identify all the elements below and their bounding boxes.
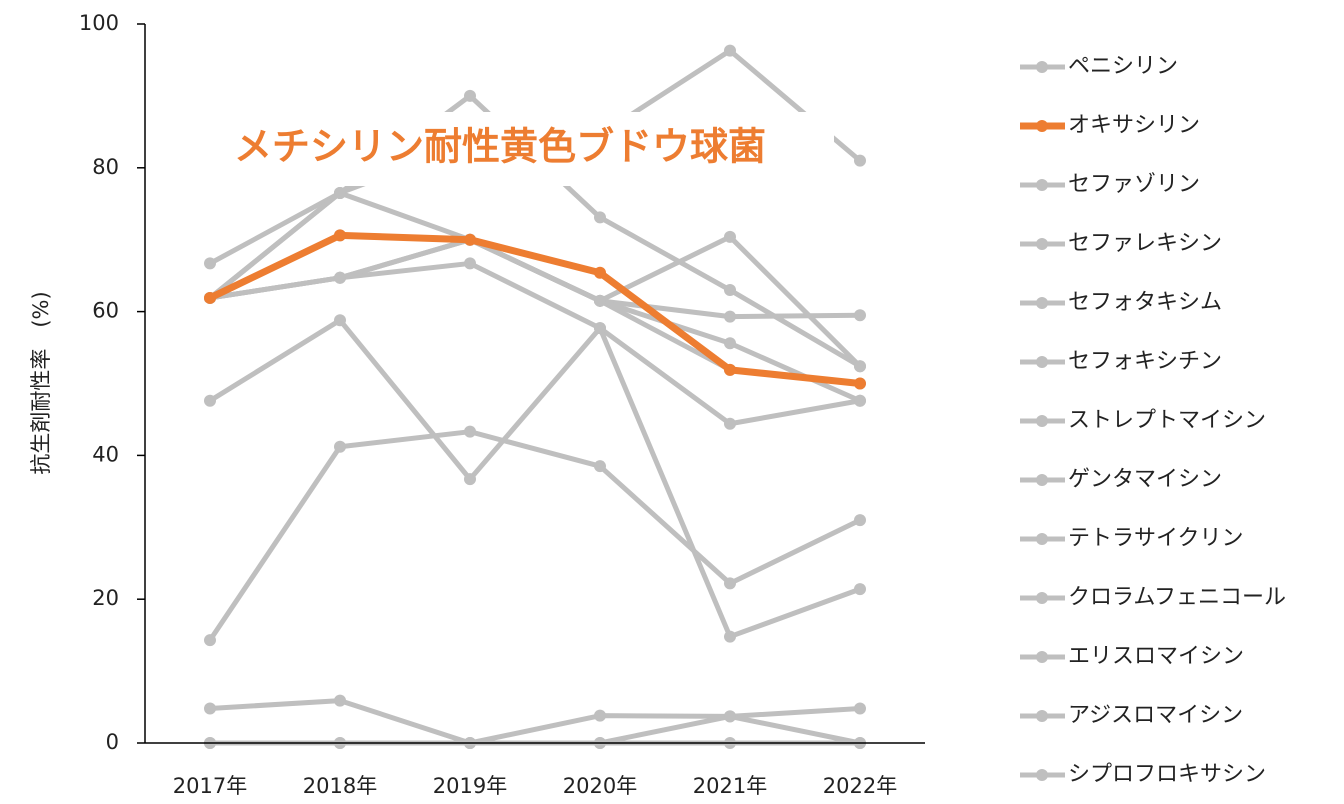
legend-marker — [1036, 415, 1048, 427]
data-point — [724, 710, 736, 723]
data-point — [854, 377, 866, 390]
data-point — [594, 266, 606, 279]
series-line — [209, 234, 862, 369]
title-box — [198, 112, 834, 186]
legend-marker — [1036, 120, 1048, 132]
x-tick-label: 2020年 — [563, 774, 637, 798]
x-tick-label: 2022年 — [823, 774, 897, 798]
data-point — [334, 229, 346, 242]
legend-label: エリスロマイシン — [1068, 644, 1244, 669]
y-tick-label: 60 — [92, 299, 119, 323]
data-point — [464, 257, 476, 270]
x-tick-label: 2021年 — [693, 774, 767, 798]
series-line — [207, 429, 862, 642]
data-point — [594, 294, 606, 307]
data-point — [204, 394, 216, 407]
legend-label: ストレプトマイシン — [1068, 408, 1266, 433]
data-point — [724, 230, 736, 243]
series-line — [209, 260, 861, 427]
data-point — [334, 694, 346, 707]
data-point — [204, 291, 216, 304]
data-point — [724, 284, 736, 297]
legend-marker — [1036, 533, 1048, 545]
legend-marker — [1036, 651, 1048, 663]
legend-label: クロラムフェニコール — [1068, 585, 1286, 610]
legend-label: セフォキシチン — [1068, 349, 1222, 374]
x-tick-label: 2018年 — [303, 774, 377, 798]
data-point — [594, 709, 606, 722]
plot-lines — [204, 44, 866, 749]
data-point — [464, 425, 476, 438]
legend-marker — [1036, 474, 1048, 486]
legend-label: シプロフロキサシン — [1068, 762, 1266, 787]
data-point — [204, 634, 216, 647]
data-point — [724, 337, 736, 350]
data-point — [594, 211, 606, 224]
legend-label: セファゾリン — [1068, 172, 1200, 197]
data-point — [854, 309, 866, 322]
data-point — [334, 186, 346, 199]
data-point — [464, 473, 476, 486]
y-tick-label: 100 — [79, 11, 119, 35]
legend-label: セフォタキシム — [1068, 290, 1222, 315]
data-point — [594, 460, 606, 473]
data-point — [724, 44, 736, 57]
legend-marker — [1036, 592, 1048, 604]
legend-marker — [1036, 710, 1048, 722]
data-point — [854, 514, 866, 527]
series-line — [209, 698, 861, 746]
legend-label: アジスロマイシン — [1068, 703, 1243, 728]
y-axis-label: 抗生剤耐性率 (%) — [29, 291, 53, 474]
data-point — [724, 417, 736, 430]
data-point — [204, 257, 216, 270]
legend-label: ゲンタマイシン — [1068, 467, 1222, 492]
data-point — [334, 271, 346, 284]
data-point — [334, 440, 346, 453]
series-line — [208, 317, 861, 640]
data-point — [334, 314, 346, 327]
legend-label: セファレキシン — [1068, 231, 1222, 256]
legend-marker — [1036, 179, 1048, 191]
x-tick-label: 2019年 — [433, 774, 507, 798]
legend-label: テトラサイクリン — [1068, 526, 1244, 551]
data-point — [464, 233, 476, 246]
data-point — [464, 89, 476, 102]
y-tick-label: 40 — [92, 442, 119, 466]
data-point — [854, 394, 866, 407]
legend-label: オキサシリン — [1068, 113, 1200, 138]
y-tick-label: 80 — [92, 155, 119, 179]
data-point — [854, 360, 866, 373]
data-point — [724, 310, 736, 323]
legend-marker — [1036, 356, 1048, 368]
data-point — [724, 363, 736, 376]
data-point — [854, 702, 866, 715]
y-tick-label: 0 — [106, 730, 119, 754]
y-tick-label: 20 — [92, 586, 119, 610]
legend-marker — [1036, 297, 1048, 309]
data-point — [854, 154, 866, 167]
data-point — [724, 577, 736, 590]
data-point — [854, 583, 866, 596]
legend-label: ペニシリン — [1068, 54, 1178, 79]
legend-marker — [1036, 61, 1048, 73]
legend-marker — [1036, 238, 1048, 250]
chart-title: メチシリン耐性黄色ブドウ球菌 — [234, 125, 766, 169]
x-tick-label: 2017年 — [173, 774, 247, 798]
data-point — [724, 630, 736, 643]
series-line — [208, 231, 861, 387]
data-point — [204, 702, 216, 715]
legend-marker — [1036, 769, 1048, 781]
data-point — [594, 322, 606, 335]
